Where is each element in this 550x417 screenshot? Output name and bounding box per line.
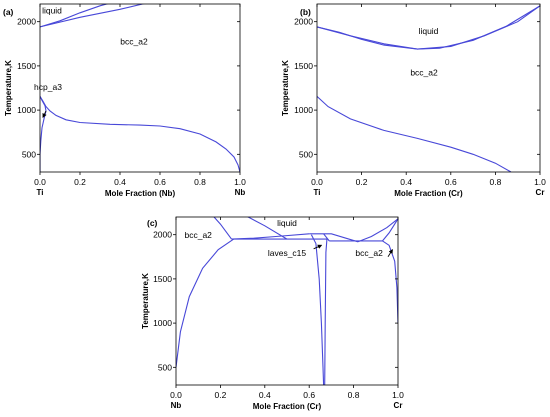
phase-boundary-4 <box>40 96 47 172</box>
phase-boundary-3 <box>247 217 288 240</box>
x-tick-label: 0.6 <box>154 177 166 187</box>
y-tick-label: 1000 <box>153 318 172 328</box>
phase-boundary-3 <box>317 95 512 172</box>
phase-boundary-1 <box>213 217 232 240</box>
y-tick-label: 1500 <box>153 274 172 284</box>
phase-boundary-2 <box>231 233 310 240</box>
phase-boundary-1 <box>40 4 109 28</box>
pointer-arrow-icon <box>313 244 323 250</box>
y-tick-label: 500 <box>299 149 313 159</box>
phase-boundary-10 <box>382 218 398 242</box>
y-axis-label: Temperature,K <box>141 273 150 329</box>
phase-region-label: hcp_a3 <box>34 82 62 92</box>
x-tick-label: 0.2 <box>214 390 226 400</box>
phase-boundary-8 <box>176 238 235 368</box>
phase-region-label: bcc_a2 <box>120 37 148 47</box>
panel-c: 0.0 0.2 0.4 0.6 0.8 1.0 500 1000 1500 2000 Mole Fr… <box>141 216 404 411</box>
x-tick-label: 0.8 <box>348 390 360 400</box>
phase-region-label: bcc_a2 <box>184 230 212 240</box>
panel-label: (a) <box>3 7 14 17</box>
pointer-arrow-icon <box>387 248 393 258</box>
x-tick-label: 0.0 <box>170 390 182 400</box>
phase-boundary-9 <box>382 240 398 324</box>
phase-boundary-12 <box>324 238 328 385</box>
element-label-left: Ti <box>37 188 44 197</box>
element-label-right: Nb <box>235 188 246 197</box>
plot-frame <box>175 216 399 386</box>
x-axis-label: Mole Fraction (Cr) <box>253 402 322 411</box>
x-tick-label: 0.6 <box>303 390 315 400</box>
phase-region-label: laves_c15 <box>268 248 307 258</box>
element-label-left: Ti <box>314 188 321 197</box>
x-tick-label: 0.2 <box>74 177 86 187</box>
phase-boundary-2 <box>317 5 540 50</box>
x-tick-label: 0.6 <box>445 177 457 187</box>
panel-label: (c) <box>147 218 158 228</box>
phase-boundary-13 <box>323 233 330 242</box>
panel-a: 0.0 0.2 0.4 0.6 0.8 1.0 500 1000 1500 2000 Mole Fr… <box>3 3 246 198</box>
x-tick-label: 1.0 <box>534 177 546 187</box>
phase-boundary-5 <box>357 218 398 243</box>
pointer-arrow-icon <box>42 110 47 118</box>
element-label-right: Cr <box>394 401 403 410</box>
phase-region-label: bcc_a2 <box>355 248 383 258</box>
y-tick-label: 1000 <box>17 105 36 115</box>
y-tick-label: 500 <box>158 362 172 372</box>
x-tick-label: 0.2 <box>356 177 368 187</box>
x-tick-label: 0.0 <box>34 177 46 187</box>
y-tick-label: 1000 <box>294 105 313 115</box>
x-tick-label: 0.0 <box>311 177 323 187</box>
phase-region-label: liquid <box>419 26 439 36</box>
y-tick-label: 500 <box>22 149 36 159</box>
y-tick-label: 1500 <box>294 61 313 71</box>
phase-boundary-2 <box>40 4 145 28</box>
y-tick-label: 2000 <box>294 17 313 27</box>
phase-region-label: liquid <box>42 6 62 16</box>
x-tick-label: 1.0 <box>234 177 246 187</box>
x-tick-label: 0.4 <box>259 390 271 400</box>
x-tick-label: 1.0 <box>392 390 404 400</box>
element-label-left: Nb <box>171 401 182 410</box>
element-label-right: Cr <box>536 188 545 197</box>
phase-region-label: bcc_a2 <box>410 68 438 78</box>
x-tick-label: 0.8 <box>489 177 501 187</box>
phase-boundary-3 <box>40 96 240 172</box>
y-axis-label: Temperature,K <box>4 60 13 116</box>
phase-boundary-4 <box>309 233 359 243</box>
x-tick-label: 0.4 <box>400 177 412 187</box>
x-axis-label: Mole Fraction (Nb) <box>105 189 176 198</box>
panel-label: (b) <box>300 7 311 17</box>
phase-region-label: liquid <box>277 218 297 228</box>
y-tick-label: 2000 <box>153 230 172 240</box>
x-axis-label: Mole Fraction (Cr) <box>394 189 463 198</box>
plot-frame <box>39 3 241 173</box>
x-tick-label: 0.8 <box>194 177 206 187</box>
panel-b: 0.0 0.2 0.4 0.6 0.8 1.0 500 1000 1500 2000 Mole Fr… <box>281 3 546 198</box>
plot-frame <box>316 3 541 173</box>
x-tick-label: 0.4 <box>114 177 126 187</box>
y-axis-label: Temperature,K <box>281 60 290 116</box>
phase-boundary-11 <box>310 234 325 385</box>
y-tick-label: 1500 <box>17 61 36 71</box>
y-tick-label: 2000 <box>17 17 36 27</box>
